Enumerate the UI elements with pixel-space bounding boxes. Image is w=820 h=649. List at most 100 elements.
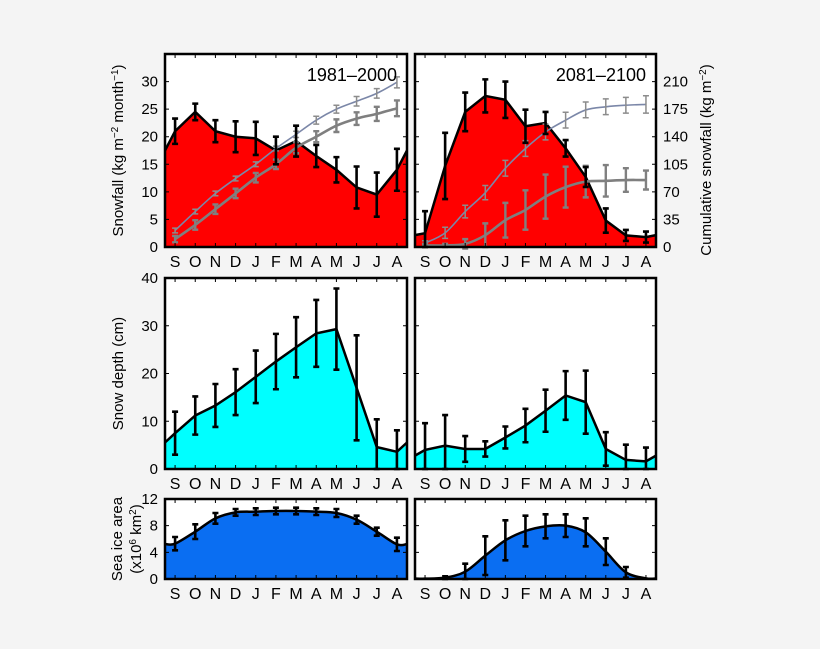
x-tick-label: M [579,254,592,271]
cumulative-error-bar [642,95,649,114]
cumulative-error-bar [172,227,179,234]
x-tick-label: M [289,586,302,603]
x-tick-label: A [392,254,403,271]
y-axis-label-part: Snowfall (kg m [110,138,127,236]
x-tick-label: O [439,586,451,603]
y-axis-label-part: −2 [110,126,121,138]
error-bar [192,395,199,436]
error-bar [353,334,360,442]
error-bar [333,287,340,371]
error-bar [212,118,219,144]
period-label: 2081–2100 [556,65,646,85]
error-bar [252,120,259,157]
x-tick-label: M [579,586,592,603]
cumulative-error-bar [442,226,449,240]
error-bar [272,135,279,166]
x-tick-label: M [330,254,343,271]
cumulative-error-bar [313,130,320,144]
plot-frame [413,52,658,249]
x-tick-label: M [579,476,592,493]
x-tick-label: J [373,476,381,493]
cumulative-error-bar [622,167,629,194]
cumulative-error-bar [252,171,259,184]
cumulative-error-bar [542,173,549,220]
area-fill [415,95,656,247]
y-axis-label-part: Snow depth (cm) [110,317,127,430]
error-bar [562,138,569,158]
error-bar [333,507,340,519]
y2-axis-label: Cumulative snowfall (kg m−2) [698,64,716,255]
series-line [164,327,408,454]
y-tick-label: 30 [141,318,158,335]
x-tick-label: N [210,476,222,493]
cumulative-line [425,178,646,247]
area-fill [415,395,656,469]
cumulative-error-bar [502,201,509,239]
y-axis-label-units-part: km [128,515,145,539]
cumulative-error-bar [502,159,509,177]
x-tick-label: S [420,254,431,271]
series-line [163,110,409,197]
y-axis-label: Snow depth (cm) [110,317,127,430]
y-axis-label-part: Sea ice area [109,496,126,581]
x-tick-label: J [501,586,509,603]
x-tick-label: N [459,586,471,603]
y-axis-label-units-part: 6 [128,539,139,545]
y2-tick-label: 175 [663,101,688,118]
x-tick-label: J [501,476,509,493]
period-label: 1981–2000 [307,65,397,85]
cumulative-error-bar [172,234,179,244]
cumulative-error-bar [353,95,360,107]
error-bar [562,369,569,422]
error-bar [522,407,529,444]
error-bar [272,506,279,516]
x-tick-label: J [252,476,260,493]
error-bar [502,425,509,450]
y-axis-label: Sea ice area [109,496,126,581]
y-axis-label-part: ) [110,64,127,69]
error-bar [373,171,380,218]
y-tick-label: 30 [141,74,158,91]
error-bar [582,165,589,189]
x-tick-label: O [439,476,451,493]
y-axis-label-units-part: 2 [128,509,139,515]
x-tick-label: S [420,476,431,493]
y2-tick-label: 210 [663,74,688,91]
error-bar [172,535,179,552]
x-tick-label: M [289,254,302,271]
series-line [414,94,657,239]
x-tick-label: D [230,476,242,493]
x-tick-label: J [622,476,630,493]
x-tick-label: A [560,254,571,271]
x-tick-label: O [189,586,201,603]
error-bar [522,108,529,145]
error-bar [333,155,340,184]
plot-frame [163,52,409,249]
x-tick-label: A [311,476,322,493]
y-axis-label: Snowfall (kg m−2 month−1) [110,64,128,236]
y-tick-label: 20 [141,129,158,146]
y-tick-label: 0 [150,571,158,588]
y-tick-label: 15 [141,156,158,173]
cumulative-error-bar [482,184,489,201]
x-tick-label: M [539,586,552,603]
y-tick-label: 25 [141,101,158,118]
error-bar [373,526,380,537]
y2-tick-label: 35 [663,211,680,228]
error-bar [252,349,259,405]
cumulative-error-bar [393,99,400,118]
cumulative-error-bar [212,203,219,216]
x-tick-label: F [271,586,281,603]
y-axis-label-units-part: (x10 [128,545,145,574]
x-tick-label: J [501,254,509,271]
error-bar [502,519,509,562]
x-tick-label: F [521,586,531,603]
y-tick-label: 10 [141,184,158,201]
x-tick-label: J [622,586,630,603]
cumulative-error-bar [192,208,199,215]
cumulative-error-bar [373,87,380,99]
x-tick-label: S [170,476,181,493]
area-fill [165,329,407,469]
